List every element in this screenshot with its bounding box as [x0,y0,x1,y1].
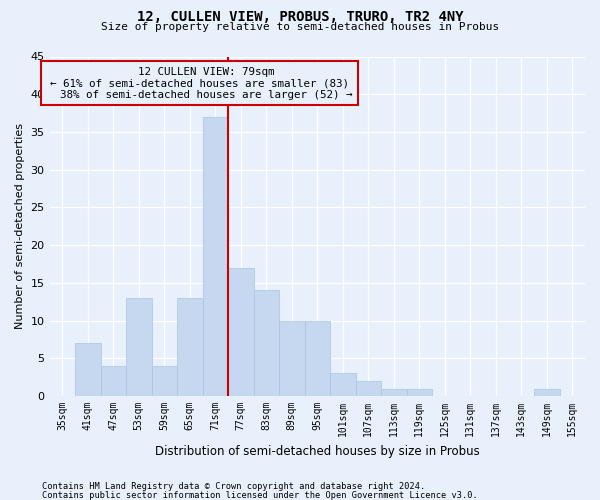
Text: 12 CULLEN VIEW: 79sqm
← 61% of semi-detached houses are smaller (83)
  38% of se: 12 CULLEN VIEW: 79sqm ← 61% of semi-deta… [47,66,352,100]
Bar [152,366,177,396]
Bar [101,366,126,396]
Bar [75,343,101,396]
Bar [407,388,432,396]
Text: 12, CULLEN VIEW, PROBUS, TRURO, TR2 4NY: 12, CULLEN VIEW, PROBUS, TRURO, TR2 4NY [137,10,463,24]
Bar [356,381,381,396]
Bar [254,290,279,396]
Bar [534,388,560,396]
Bar [330,374,356,396]
Bar [305,320,330,396]
Bar [381,388,407,396]
Bar [126,298,152,396]
Bar [279,320,305,396]
Y-axis label: Number of semi-detached properties: Number of semi-detached properties [15,124,25,330]
Text: Size of property relative to semi-detached houses in Probus: Size of property relative to semi-detach… [101,22,499,32]
X-axis label: Distribution of semi-detached houses by size in Probus: Distribution of semi-detached houses by … [155,444,479,458]
Text: Contains HM Land Registry data © Crown copyright and database right 2024.: Contains HM Land Registry data © Crown c… [42,482,425,491]
Text: Contains public sector information licensed under the Open Government Licence v3: Contains public sector information licen… [42,490,478,500]
Bar [228,268,254,396]
Bar [177,298,203,396]
Bar [203,117,228,396]
